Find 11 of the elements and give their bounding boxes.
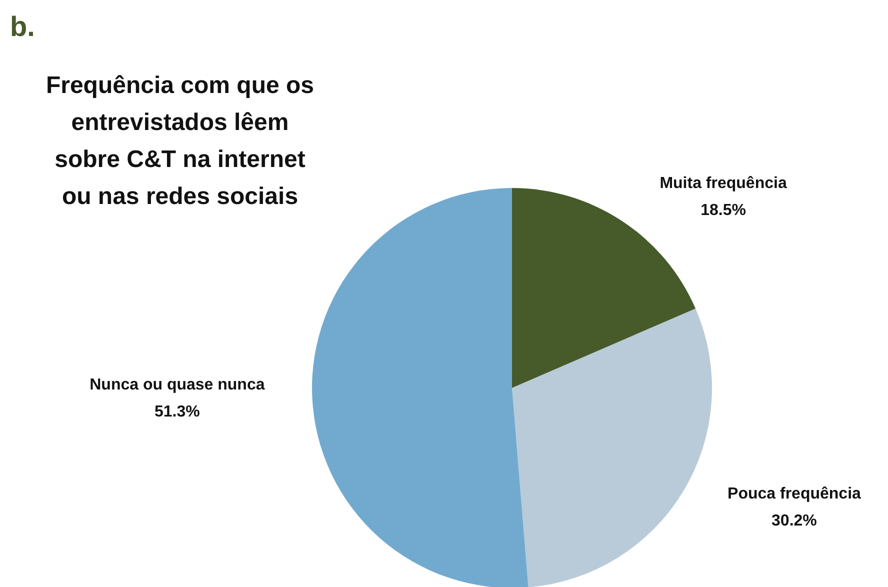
pie-slice xyxy=(512,188,696,388)
text: b. xyxy=(10,11,35,42)
data-label: 51.3% xyxy=(154,403,200,420)
slice-label: Nunca ou quase nunca xyxy=(90,376,265,394)
data-label: 30.2% xyxy=(772,512,817,530)
slice-label: Muita frequência xyxy=(660,174,787,192)
data-label: 18.5% xyxy=(700,202,746,219)
pie-slice xyxy=(312,188,528,587)
pie-slice xyxy=(512,308,712,587)
slice-label: Pouca frequência xyxy=(728,485,862,502)
chart-title: Frequência com que os entrevistados lêem sobre C&T na internet ou nas redes sociais xyxy=(46,72,314,210)
